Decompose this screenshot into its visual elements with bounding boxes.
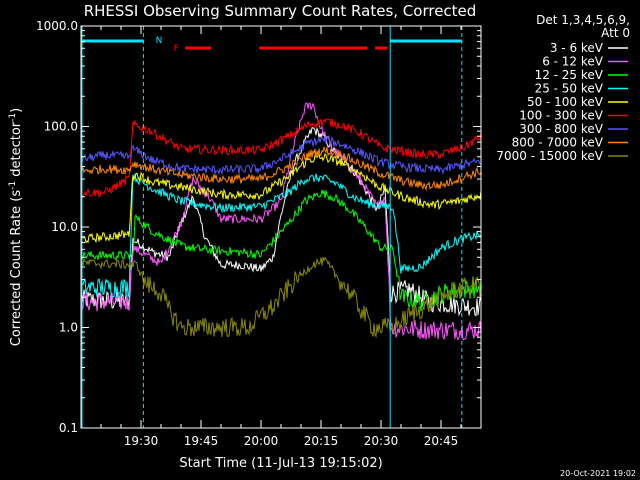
x-tick-label-2: 20:00 [244,434,279,448]
y-tick-label-0: 0.1 [59,421,78,435]
legend-header-line1: Det 1,3,4,5,6,9, [536,13,630,27]
legend-label-5: 50 - 100 keV [527,95,604,109]
series-line-8 [80,146,482,192]
chart-title: RHESSI Observing Summary Count Rates, Co… [84,2,477,20]
legend-label-2: 6 - 12 keV [542,55,604,69]
footer-date: 20-Oct-2021 19:02 [560,469,636,478]
legend-label-1: 3 - 6 keV [550,41,604,55]
series-layer [80,102,482,341]
legend-label-4: 25 - 50 keV [535,82,604,96]
series-line-9 [80,256,482,339]
x-tick-label-1: 19:45 [184,434,219,448]
x-tick-label-3: 20:15 [304,434,339,448]
x-tick-label-4: 20:30 [364,434,399,448]
y-tick-label-4: 1000.0 [36,19,78,33]
legend-label-8: 800 - 7000 keV [512,136,604,150]
y-axis-label: Corrected Count Rate (s-1 detector-1) [8,108,24,346]
x-tick-label-5: 20:45 [424,434,459,448]
legend-label-7: 300 - 800 keV [519,122,603,136]
legend-header-line2: Att 0 [601,26,630,40]
x-tick-label-0: 19:30 [124,434,159,448]
legend-label-3: 12 - 25 keV [535,68,604,82]
legend-label-6: 100 - 300 keV [519,109,603,123]
series-line-3 [80,189,482,312]
flag-label-f: F [174,44,179,54]
y-tick-label-2: 10.0 [51,220,78,234]
legend-label-9: 7000 - 15000 keV [496,149,603,163]
series-line-6 [80,118,482,198]
axis-layer: 19:30 19:45 20:00 20:15 20:30 20:45 0.1 1.0 10.0… [36,19,482,448]
y-tick-label-1: 1.0 [59,321,78,335]
series-line-7 [80,134,482,176]
series-line-4 [80,173,482,298]
series-line-1 [80,126,482,317]
series-line-5 [80,152,482,244]
flag-label-n: N [156,36,163,46]
y-tick-label-3: 100.0 [44,120,78,134]
overlay-layer: NF [81,26,463,428]
x-axis-label: Start Time (11-Jul-13 19:15:02) [179,456,382,471]
series-line-2 [80,102,482,341]
